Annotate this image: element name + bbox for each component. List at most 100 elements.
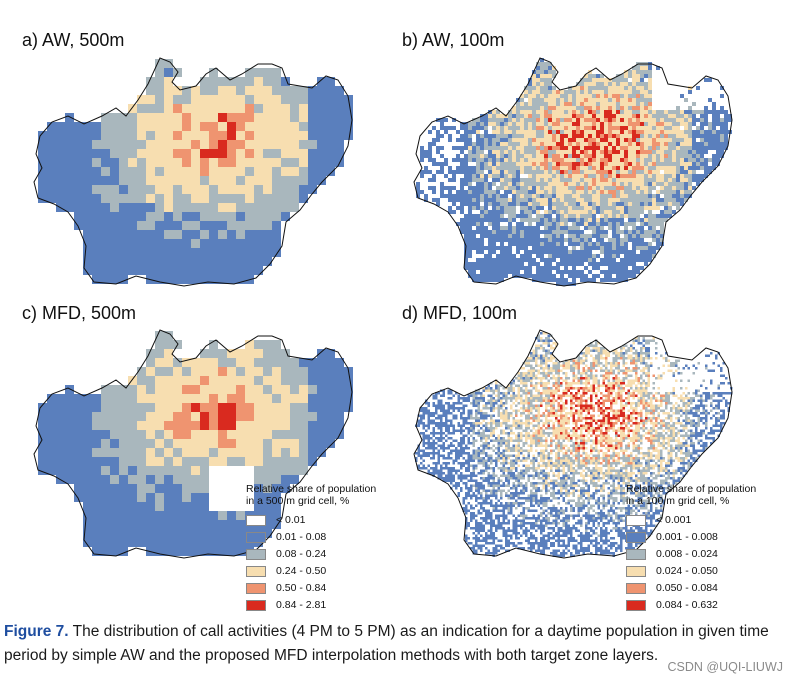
grid-cell bbox=[504, 118, 508, 122]
grid-cell bbox=[600, 262, 604, 266]
grid-cell bbox=[164, 68, 173, 77]
grid-cell bbox=[227, 185, 236, 194]
grid-cell bbox=[517, 389, 520, 392]
grid-cell bbox=[572, 198, 576, 202]
grid-cell bbox=[556, 210, 560, 214]
grid-cell bbox=[628, 174, 632, 178]
grid-cell bbox=[548, 162, 552, 166]
grid-cell bbox=[605, 359, 608, 362]
grid-cell bbox=[692, 134, 696, 138]
grid-cell bbox=[580, 206, 584, 210]
grid-cell bbox=[508, 262, 512, 266]
grid-cell bbox=[548, 90, 552, 94]
grid-cell bbox=[576, 182, 580, 186]
grid-cell bbox=[544, 86, 548, 90]
grid-cell bbox=[616, 82, 620, 86]
grid-cell bbox=[637, 379, 640, 382]
grid-cell bbox=[560, 218, 564, 222]
grid-cell bbox=[468, 186, 472, 190]
grid-cell bbox=[536, 266, 540, 270]
grid-cell bbox=[610, 394, 613, 397]
grid-cell bbox=[602, 352, 605, 355]
grid-cell bbox=[191, 520, 200, 529]
grid-cell bbox=[657, 377, 660, 380]
grid-cell bbox=[596, 158, 600, 162]
grid-cell bbox=[647, 374, 650, 377]
grid-cell bbox=[236, 376, 245, 385]
grid-cell bbox=[308, 104, 317, 113]
grid-cell bbox=[556, 214, 560, 218]
grid-cell bbox=[544, 114, 548, 118]
grid-cell bbox=[572, 162, 576, 166]
grid-cell bbox=[173, 520, 182, 529]
grid-cell bbox=[254, 68, 263, 77]
grid-cell bbox=[647, 347, 650, 350]
grid-cell bbox=[664, 142, 668, 146]
grid-cell bbox=[544, 222, 548, 226]
grid-cell bbox=[720, 118, 724, 122]
grid-cell bbox=[520, 194, 524, 198]
grid-cell bbox=[504, 230, 508, 234]
grid-cell bbox=[164, 358, 173, 367]
grid-cell bbox=[640, 242, 644, 246]
grid-cell bbox=[605, 399, 608, 402]
grid-cell bbox=[245, 239, 254, 248]
grid-cell bbox=[92, 275, 101, 284]
grid-cell bbox=[616, 174, 620, 178]
grid-cell bbox=[164, 257, 173, 266]
grid-cell bbox=[490, 399, 493, 402]
grid-cell bbox=[92, 203, 101, 212]
grid-cell bbox=[512, 266, 516, 270]
grid-cell bbox=[299, 185, 308, 194]
grid-cell bbox=[624, 278, 628, 282]
grid-cell bbox=[647, 352, 650, 355]
grid-cell bbox=[604, 102, 608, 106]
grid-cell bbox=[545, 397, 548, 400]
grid-cell bbox=[83, 257, 92, 266]
grid-cell bbox=[245, 95, 254, 104]
grid-cell bbox=[335, 131, 344, 140]
grid-cell bbox=[245, 367, 254, 376]
grid-cell bbox=[164, 448, 173, 457]
grid-cell bbox=[596, 106, 600, 110]
grid-cell bbox=[564, 162, 568, 166]
grid-cell bbox=[707, 354, 710, 357]
grid-cell bbox=[536, 210, 540, 214]
grid-cell bbox=[552, 170, 556, 174]
grid-cell bbox=[625, 372, 628, 375]
grid-cell bbox=[620, 242, 624, 246]
grid-cell bbox=[544, 214, 548, 218]
grid-cell bbox=[648, 134, 652, 138]
grid-cell bbox=[597, 384, 600, 387]
grid-cell bbox=[640, 174, 644, 178]
grid-cell bbox=[218, 520, 227, 529]
grid-cell bbox=[635, 367, 638, 370]
grid-cell bbox=[488, 186, 492, 190]
grid-cell bbox=[236, 185, 245, 194]
grid-cell bbox=[660, 182, 664, 186]
grid-cell bbox=[616, 234, 620, 238]
grid-cell bbox=[680, 158, 684, 162]
grid-cell bbox=[645, 382, 648, 385]
grid-cell bbox=[657, 387, 660, 390]
grid-cell bbox=[557, 379, 560, 382]
grid-cell bbox=[504, 194, 508, 198]
grid-cell bbox=[612, 190, 616, 194]
grid-cell bbox=[628, 94, 632, 98]
grid-cell bbox=[648, 178, 652, 182]
grid-cell bbox=[452, 394, 455, 397]
grid-cell bbox=[540, 347, 543, 350]
grid-cell bbox=[652, 178, 656, 182]
grid-cell bbox=[496, 202, 500, 206]
grid-cell bbox=[146, 457, 155, 466]
grid-cell bbox=[645, 354, 648, 357]
grid-cell bbox=[660, 198, 664, 202]
grid-cell bbox=[568, 206, 572, 210]
grid-cell bbox=[83, 457, 92, 466]
grid-cell bbox=[536, 254, 540, 258]
grid-cell bbox=[530, 397, 533, 400]
grid-cell bbox=[495, 384, 498, 387]
grid-cell bbox=[605, 387, 608, 390]
grid-cell bbox=[92, 448, 101, 457]
grid-cell bbox=[577, 392, 580, 395]
